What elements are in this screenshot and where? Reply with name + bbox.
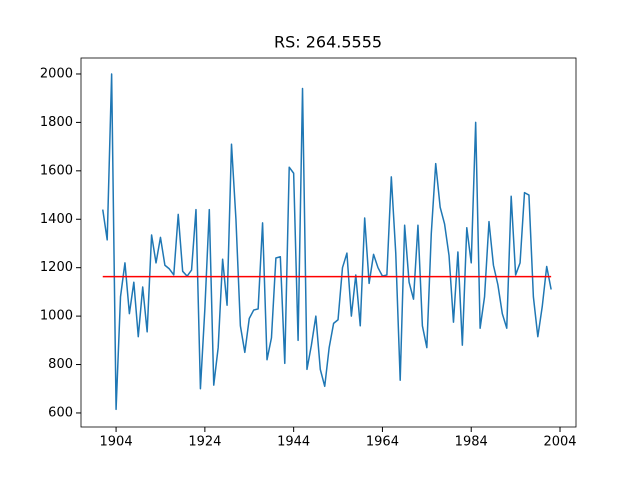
y-tick-label: 1600: [40, 163, 73, 178]
y-tick-label: 2000: [40, 66, 73, 81]
y-tick-label: 1400: [40, 212, 73, 227]
data-line: [102, 73, 552, 411]
y-tick-label: 600: [48, 405, 73, 420]
x-tick-label: 1924: [188, 435, 221, 450]
x-tick-label: 2004: [543, 435, 576, 450]
x-tick-label: 1944: [277, 435, 310, 450]
plot-frame: [80, 57, 577, 428]
x-tick-label: 1904: [100, 435, 133, 450]
y-tick-label: 1800: [40, 115, 73, 130]
x-tick-label: 1964: [366, 435, 399, 450]
chart-title: RS: 264.5555: [274, 33, 382, 52]
y-tick-label: 1000: [40, 309, 73, 324]
y-tick-label: 800: [48, 357, 73, 372]
y-tick-label: 1200: [40, 260, 73, 275]
x-tick-label: 1984: [455, 435, 488, 450]
